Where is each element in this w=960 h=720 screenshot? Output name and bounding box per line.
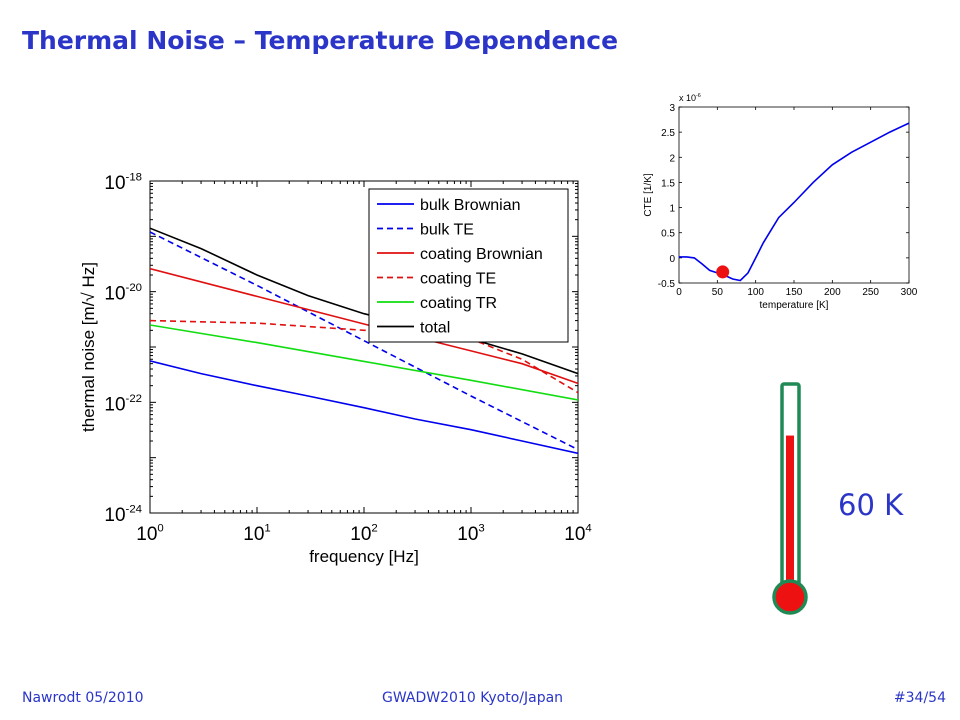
legend-entry: total xyxy=(420,320,450,337)
x-tick-label-base: 10 xyxy=(350,524,371,545)
slide-title: Thermal Noise – Temperature Dependence xyxy=(22,26,619,55)
legend-box xyxy=(368,188,569,343)
inset-x-tick-label: 300 xyxy=(901,287,918,298)
inset-multiplier-exponent: -6 xyxy=(696,93,701,99)
y-tick-label: 10-20 xyxy=(104,282,142,305)
y-tick-label-exponent: -20 xyxy=(126,282,142,294)
legend-entry: coating TE xyxy=(420,271,496,288)
y-tick-label-exponent: -24 xyxy=(126,503,142,515)
x-axis-label: frequency [Hz] xyxy=(309,547,419,566)
thermometer-mercury xyxy=(786,435,794,590)
x-tick-label-base: 10 xyxy=(564,524,585,545)
x-tick-label-base: 10 xyxy=(136,524,157,545)
footer-author: Nawrodt 05/2010 xyxy=(22,690,144,706)
inset-x-tick-label: 250 xyxy=(862,287,879,298)
cte-curve xyxy=(679,122,910,282)
series-line-coating-tr xyxy=(150,324,578,401)
inset-multiplier: x 10-6 xyxy=(679,93,701,103)
x-tick-label-exponent: 2 xyxy=(371,522,377,534)
series-line-bulk-brownian xyxy=(150,360,578,455)
inset-y-tick-label: 1 xyxy=(669,204,675,215)
y-tick-label: 10-22 xyxy=(104,393,142,416)
x-tick-label-exponent: 4 xyxy=(585,522,591,534)
temperature-label: 60 K xyxy=(838,488,904,522)
inset-y-tick-label: 3 xyxy=(669,103,675,114)
inset-x-tick-label: 0 xyxy=(676,287,682,298)
y-tick-label: 10-24 xyxy=(104,503,142,526)
y-tick-label-exponent: -22 xyxy=(126,393,142,405)
inset-x-tick-label: 200 xyxy=(824,287,841,298)
x-tick-label: 102 xyxy=(350,522,377,545)
main-plot: 100 101 102 103 10410-1810-2010-2210-24frequ… xyxy=(79,171,592,566)
inset-frame xyxy=(678,106,910,284)
footer-conference: GWADW2010 Kyoto/Japan xyxy=(382,690,564,706)
x-tick-label-exponent: 3 xyxy=(478,522,484,534)
inset-x-tick-label: 150 xyxy=(786,287,803,298)
y-tick-label-base: 10 xyxy=(104,505,125,526)
legend-entry: coating Brownian xyxy=(420,246,543,263)
legend-entry: bulk TE xyxy=(420,222,474,239)
y-tick-label-base: 10 xyxy=(104,173,125,194)
x-tick-label: 103 xyxy=(457,522,484,545)
inset-x-tick-label: 100 xyxy=(747,287,764,298)
inset-cte-plot: 0 50 100 150 200 250 300-0.500.511.522.53x 10-… xyxy=(643,93,918,311)
y-tick-label-base: 10 xyxy=(104,394,125,415)
footer-page-number: #34/54 xyxy=(893,690,946,706)
y-tick-label-exponent: -18 xyxy=(126,171,142,183)
x-tick-label: 101 xyxy=(243,522,270,545)
x-tick-label-base: 10 xyxy=(457,524,478,545)
inset-y-tick-label: 2 xyxy=(669,153,675,164)
inset-multiplier-base: x 10 xyxy=(679,93,696,103)
x-tick-label: 100 xyxy=(136,522,163,545)
x-tick-label: 104 xyxy=(564,522,591,545)
y-tick-label-base: 10 xyxy=(104,284,125,305)
x-tick-label-exponent: 0 xyxy=(157,522,163,534)
thermometer xyxy=(772,382,808,615)
inset-y-tick-label: 0 xyxy=(669,254,675,265)
current-temperature-marker xyxy=(716,265,730,279)
x-tick-label-base: 10 xyxy=(243,524,264,545)
series-line-bulk-te xyxy=(150,231,578,451)
y-axis-label: thermal noise [m/√ Hz] xyxy=(79,262,98,432)
series-line-total xyxy=(150,227,578,375)
y-tick-label: 10-18 xyxy=(104,171,142,194)
inset-y-tick-label: -0.5 xyxy=(658,279,676,290)
inset-y-axis-label: CTE [1/K] xyxy=(643,173,654,217)
legend: bulk Brownian bulk TE coating Brownian coat… xyxy=(368,188,569,343)
legend-entry: bulk Brownian xyxy=(420,197,521,214)
inset-x-axis-label: temperature [K] xyxy=(760,300,829,311)
x-tick-label-exponent: 1 xyxy=(264,522,270,534)
inset-y-tick-label: 0.5 xyxy=(661,229,675,240)
inset-x-tick-label: 50 xyxy=(712,287,724,298)
legend-entry: coating TR xyxy=(420,295,497,312)
inset-y-tick-label: 1.5 xyxy=(661,178,675,189)
inset-y-tick-label: 2.5 xyxy=(661,128,675,139)
thermometer-bulb xyxy=(772,579,808,615)
